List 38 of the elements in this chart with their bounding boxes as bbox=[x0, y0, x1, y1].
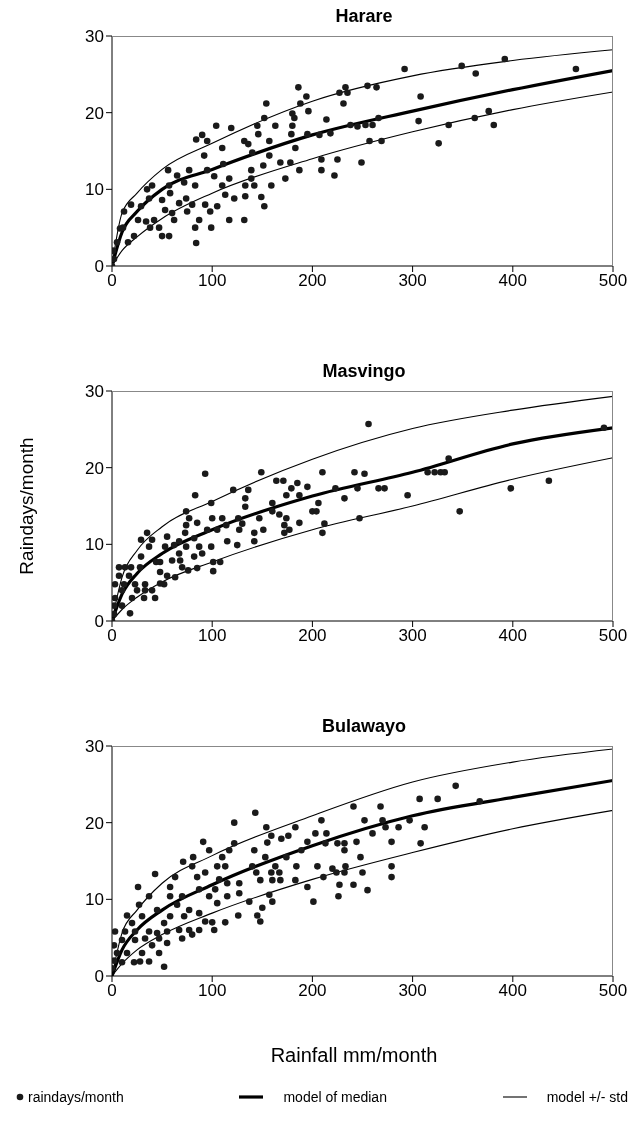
x-tick-label: 0 bbox=[107, 981, 117, 1001]
chart-title: Harare bbox=[334, 6, 394, 26]
legend-label: model of median bbox=[283, 1089, 387, 1105]
y-tick-label: 0 bbox=[94, 257, 104, 277]
y-tick-label: 10 bbox=[85, 535, 104, 555]
legend-label: raindays/month bbox=[28, 1089, 124, 1105]
y-tick-label: 10 bbox=[85, 890, 104, 910]
x-tick-label: 0 bbox=[107, 626, 117, 646]
x-tick-label: 100 bbox=[198, 626, 227, 646]
y-axis-title: Raindays/month bbox=[15, 437, 37, 575]
legend-label: model +/- std bbox=[546, 1089, 628, 1105]
x-tick-label: 500 bbox=[598, 271, 628, 291]
y-tick-label: 20 bbox=[85, 103, 104, 123]
x-tick-label: 300 bbox=[398, 271, 427, 291]
x-tick-label: 400 bbox=[498, 626, 527, 646]
x-tick-label: 500 bbox=[598, 981, 628, 1001]
y-tick-label: 10 bbox=[85, 180, 104, 200]
x-axis-title: Rainfall mm/month bbox=[269, 1044, 439, 1067]
x-tick-label: 200 bbox=[298, 271, 327, 291]
x-tick-label: 400 bbox=[498, 271, 527, 291]
y-tick-label: 0 bbox=[94, 967, 104, 987]
x-tick-label: 300 bbox=[398, 626, 427, 646]
x-tick-label: 100 bbox=[198, 271, 227, 291]
x-tick-label: 400 bbox=[498, 981, 527, 1001]
x-tick-label: 200 bbox=[298, 626, 327, 646]
x-tick-label: 0 bbox=[107, 271, 117, 291]
y-tick-label: 30 bbox=[85, 27, 104, 47]
x-tick-label: 300 bbox=[398, 981, 427, 1001]
chart-title: Masvingo bbox=[321, 361, 407, 381]
y-tick-label: 20 bbox=[85, 458, 104, 478]
y-tick-label: 30 bbox=[85, 737, 104, 757]
x-tick-label: 500 bbox=[598, 626, 628, 646]
y-tick-label: 20 bbox=[85, 813, 104, 833]
y-tick-label: 30 bbox=[85, 382, 104, 402]
x-tick-label: 100 bbox=[198, 981, 227, 1001]
y-tick-label: 0 bbox=[94, 612, 104, 632]
x-tick-label: 200 bbox=[298, 981, 327, 1001]
chart-title: Bulawayo bbox=[321, 716, 407, 736]
